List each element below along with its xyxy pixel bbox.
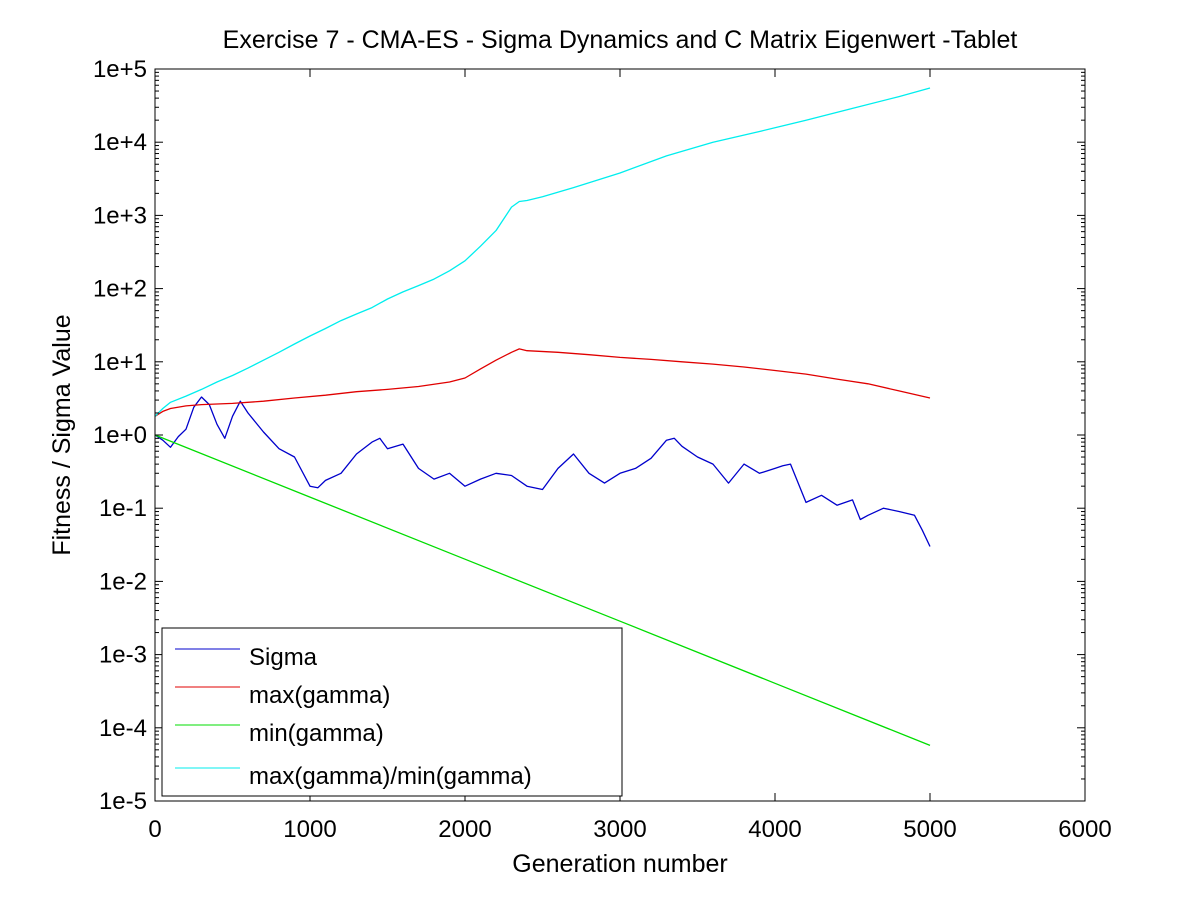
y-tick-label: 1e-5 — [99, 788, 147, 815]
x-tick-label: 0 — [148, 816, 161, 843]
x-axis: 0 1000 2000 3000 4000 5000 6000 — [148, 69, 1112, 843]
x-tick-label: 5000 — [903, 816, 956, 843]
y-axis: 1e-5 1e-4 1e-3 1e-2 1e-1 1e+0 1e+1 1e+2 1e+3 1e+4… — [93, 56, 1085, 815]
series-line-min-gamma — [154, 434, 931, 747]
series-line-sigma — [154, 396, 931, 547]
legend-label-ratio: max(gamma)/min(gamma) — [249, 763, 532, 790]
plot-lines — [154, 87, 931, 747]
chart-title: Exercise 7 - CMA-ES - Sigma Dynamics and… — [223, 26, 1018, 54]
x-tick-label: 6000 — [1058, 816, 1111, 843]
y-tick-label: 1e+0 — [93, 422, 147, 449]
x-tick-label: 2000 — [438, 816, 491, 843]
x-tick-label: 3000 — [593, 816, 646, 843]
y-tick-label: 1e+3 — [93, 202, 147, 229]
x-tick-label: 4000 — [748, 816, 801, 843]
x-axis-title: Generation number — [512, 850, 727, 878]
x-tick-label: 1000 — [283, 816, 336, 843]
y-tick-label: 1e-4 — [99, 715, 147, 742]
y-tick-label: 1e+5 — [93, 56, 147, 83]
legend: Sigma max(gamma) min(gamma) max(gamma)/m… — [161, 627, 623, 797]
series-line-ratio — [154, 87, 931, 417]
y-tick-label: 1e+2 — [93, 276, 147, 303]
y-tick-label: 1e-3 — [99, 642, 147, 669]
y-tick-label: 1e+1 — [93, 349, 147, 376]
legend-label-sigma: Sigma — [249, 644, 318, 671]
y-tick-label: 1e+4 — [93, 129, 147, 156]
y-axis-title: Fitness / Sigma Value — [48, 314, 76, 555]
series-line-max-gamma — [154, 348, 931, 417]
legend-label-min-gamma: min(gamma) — [249, 720, 384, 747]
y-tick-label: 1e-2 — [99, 568, 147, 595]
legend-label-max-gamma: max(gamma) — [249, 682, 390, 709]
y-tick-label: 1e-1 — [99, 495, 147, 522]
